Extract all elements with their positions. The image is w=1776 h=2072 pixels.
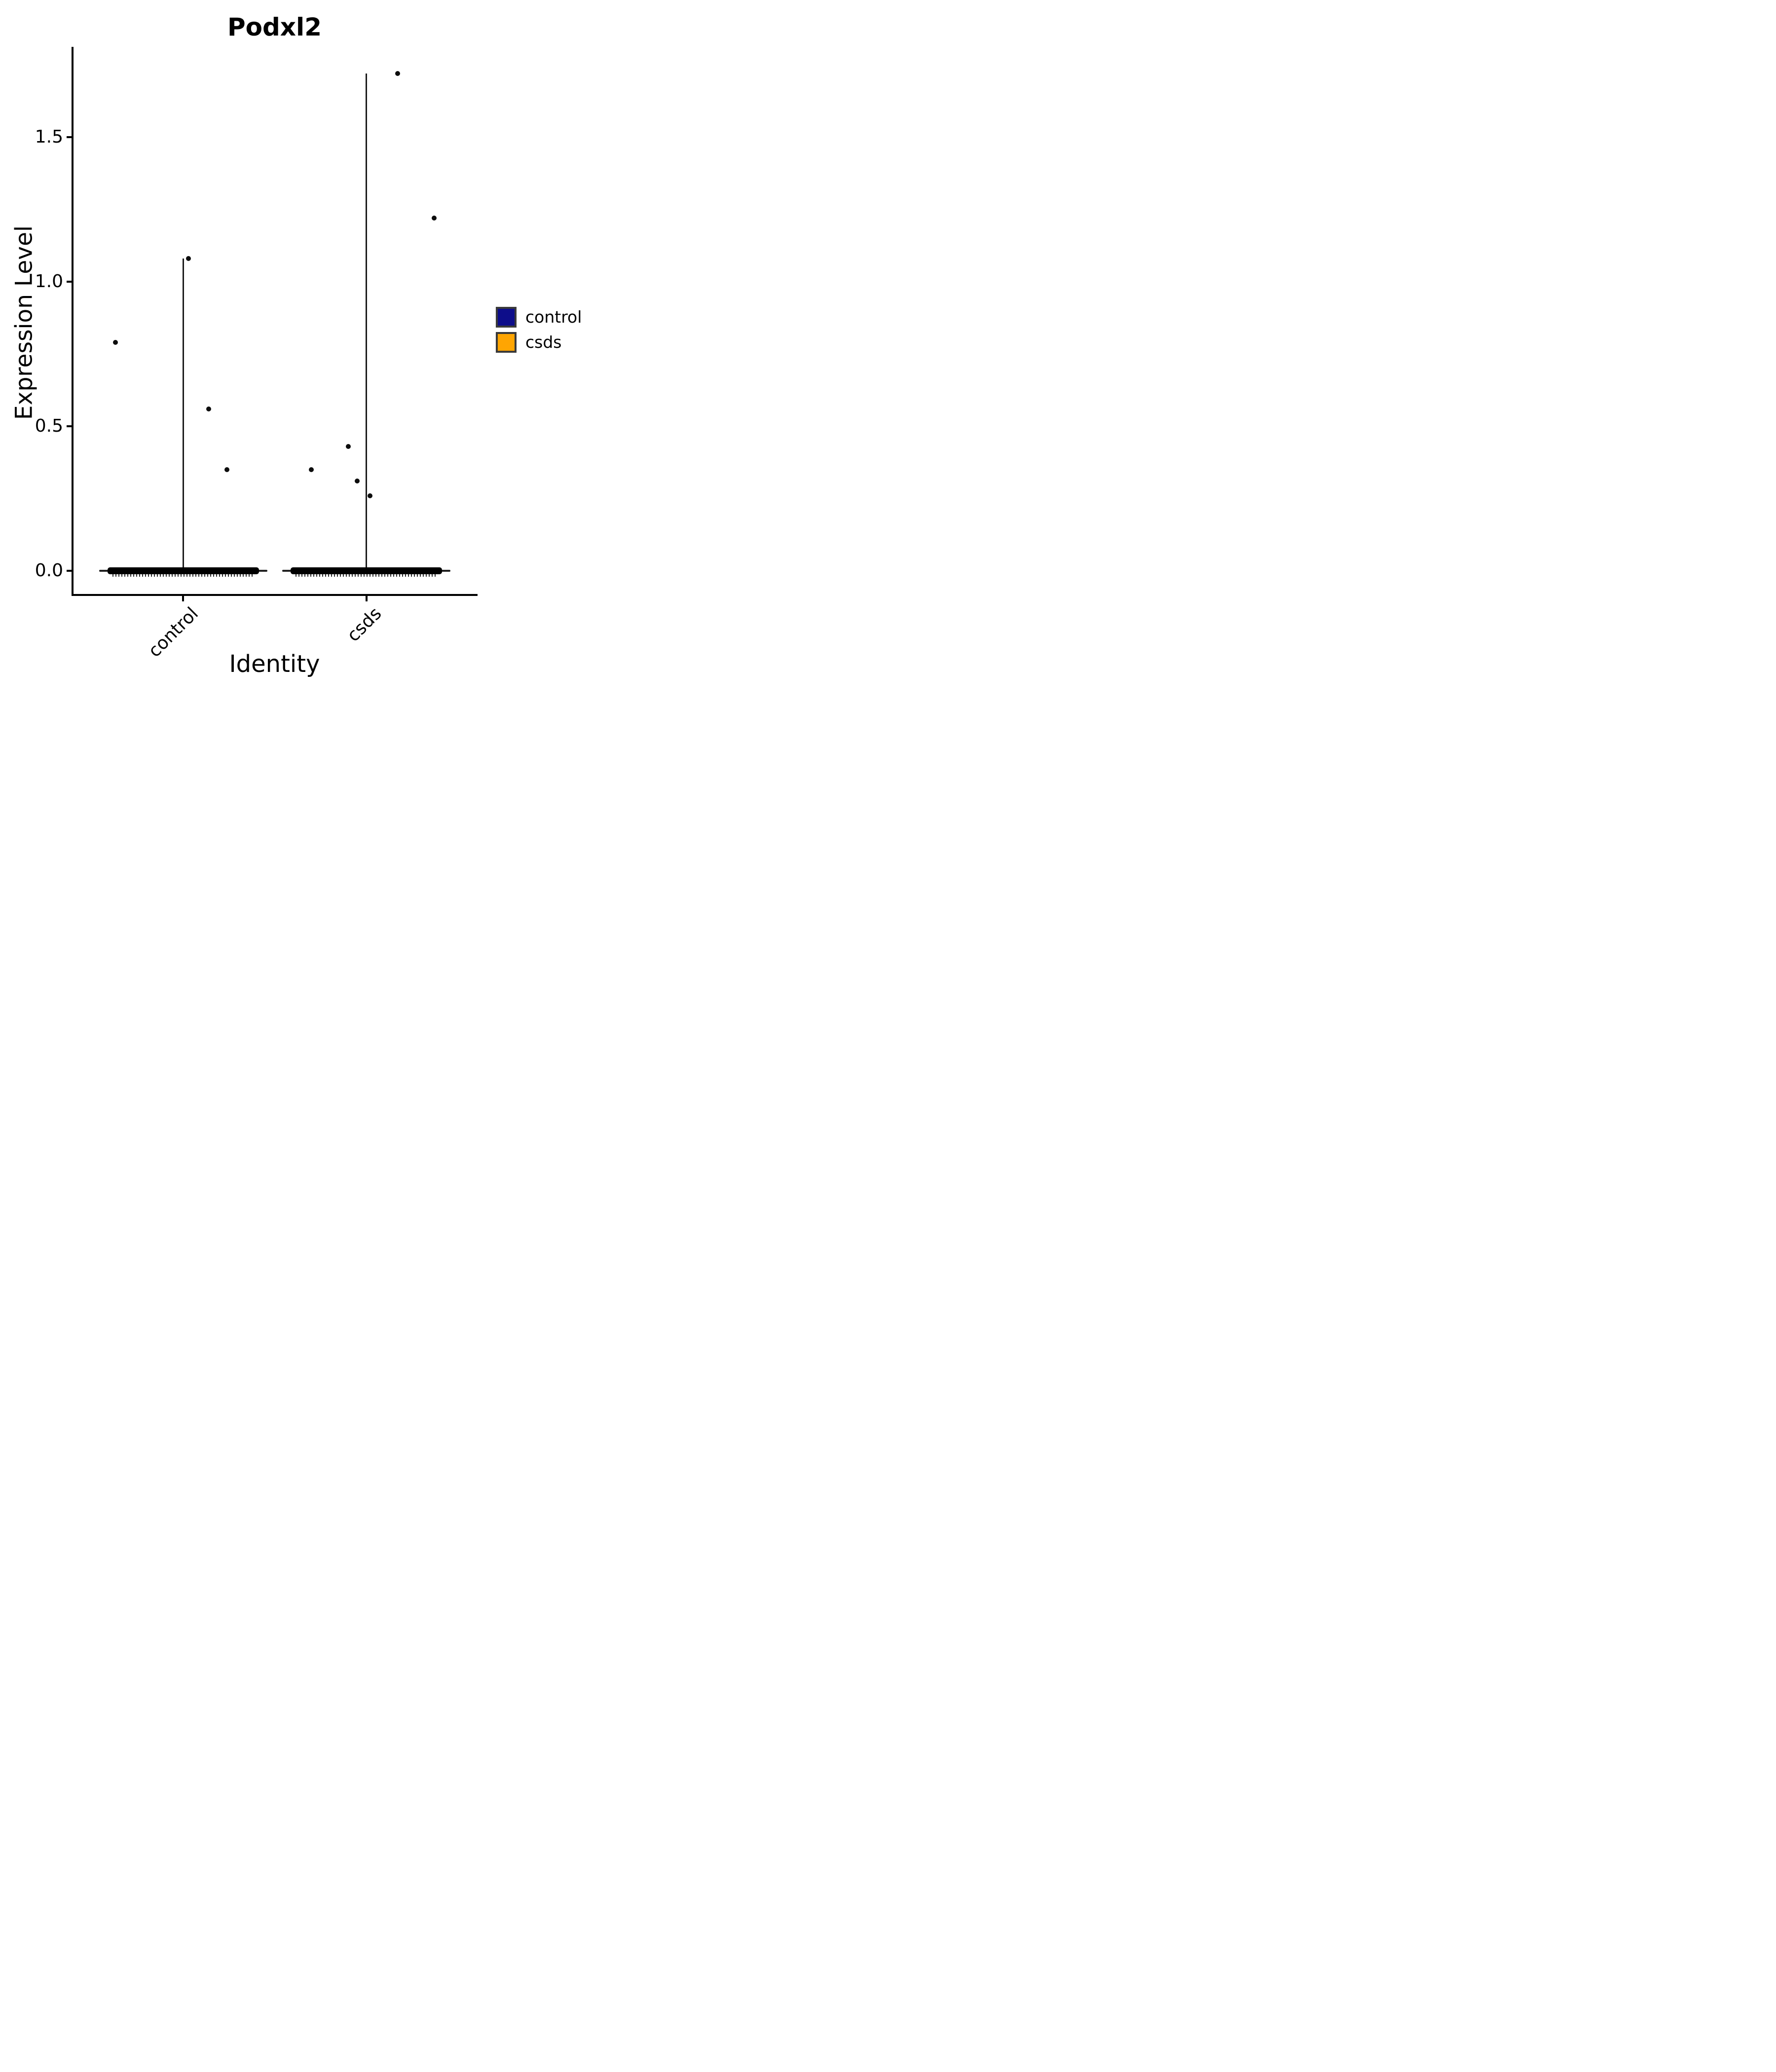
y-tick-mark <box>67 281 72 283</box>
jitter-fringe-control <box>112 574 254 577</box>
plot-title: Podxl2 <box>227 13 322 41</box>
legend-entry-csds: csds <box>496 332 582 353</box>
y-tick-mark <box>67 425 72 427</box>
jitter-fringe-csds <box>295 574 438 577</box>
y-tick-label: 0.5 <box>35 416 63 436</box>
x-tick-mark <box>182 596 185 601</box>
x-axis-label: Identity <box>229 650 320 678</box>
zero-expression-bar-csds <box>290 567 443 574</box>
legend: control csds <box>496 307 582 357</box>
y-tick-label: 1.0 <box>35 271 63 292</box>
legend-label-control: control <box>525 307 582 327</box>
x-tick-mark <box>365 596 368 601</box>
y-tick-mark <box>67 136 72 138</box>
violin-stem-control <box>182 259 184 571</box>
legend-label-csds: csds <box>525 333 562 352</box>
data-point-csds <box>345 444 351 449</box>
x-tick-label: csds <box>343 603 385 646</box>
legend-swatch-csds <box>496 332 517 353</box>
data-point-control <box>186 256 191 261</box>
data-point-csds <box>432 216 437 221</box>
plot-area <box>72 47 478 596</box>
data-point-csds <box>395 71 400 76</box>
data-point-control <box>224 467 230 472</box>
data-point-csds <box>355 479 360 484</box>
y-tick-label: 0.0 <box>35 560 63 581</box>
data-point-csds <box>368 493 373 498</box>
legend-swatch-control <box>496 307 517 328</box>
data-point-control <box>206 406 212 411</box>
violin-stem-csds <box>366 74 368 571</box>
zero-expression-bar-control <box>107 567 259 574</box>
data-point-csds <box>309 467 314 472</box>
legend-entry-control: control <box>496 307 582 328</box>
y-tick-label: 1.5 <box>35 127 63 147</box>
data-point-control <box>112 340 118 345</box>
y-tick-mark <box>67 570 72 572</box>
violin-plot-figure: Podxl2 Expression Level 0.0 0.5 1.0 1.5 cont… <box>0 0 592 691</box>
y-axis-label: Expression Level <box>10 225 38 420</box>
